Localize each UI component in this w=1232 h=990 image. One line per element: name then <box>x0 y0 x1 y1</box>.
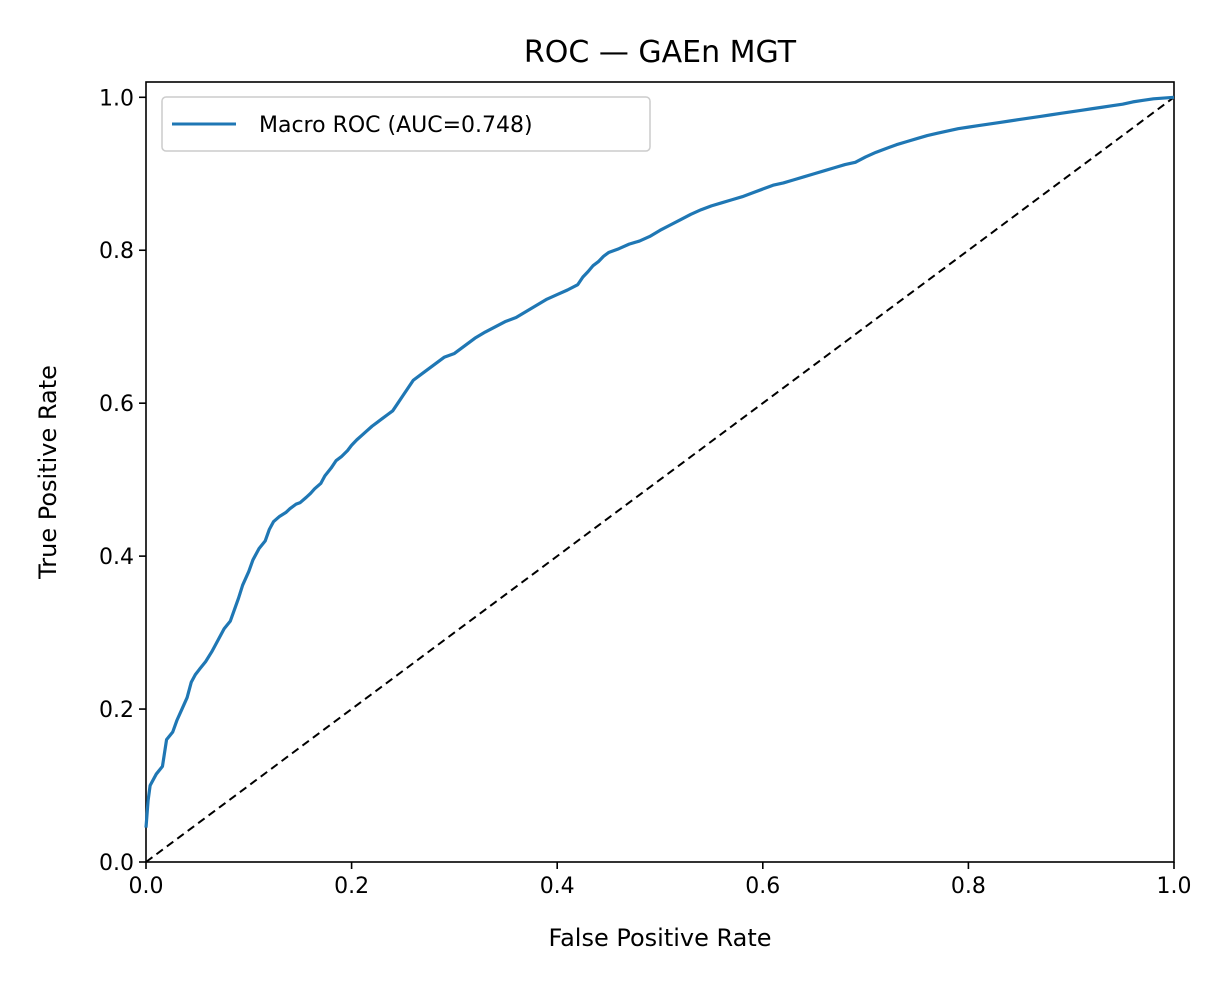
x-tick-label: 0.0 <box>129 874 164 899</box>
x-tick-label: 0.8 <box>951 874 986 899</box>
x-tick-label: 0.6 <box>745 874 780 899</box>
x-tick-label: 1.0 <box>1157 874 1192 899</box>
x-axis-ticks: 0.0 0.2 0.4 0.6 0.8 1.0 <box>129 862 1192 899</box>
x-axis-label: False Positive Rate <box>548 924 771 952</box>
y-tick-label: 0.6 <box>99 392 134 417</box>
chance-diagonal-line <box>145 96 1175 863</box>
y-tick-label: 0.4 <box>99 545 134 570</box>
y-axis-ticks: 0.0 0.2 0.4 0.6 0.8 1.0 <box>99 86 146 876</box>
legend: Macro ROC (AUC=0.748) <box>161 96 651 152</box>
x-tick-label: 0.4 <box>540 874 575 899</box>
x-tick-label: 0.2 <box>334 874 369 899</box>
legend-box <box>161 96 651 152</box>
y-tick-label: 0.0 <box>99 851 134 876</box>
series-layer <box>144 95 1175 863</box>
chart-title: ROC — GAEn MGT <box>524 35 797 70</box>
series-line-macro-roc <box>144 95 1175 828</box>
y-tick-label: 0.2 <box>99 698 134 723</box>
plot-area <box>144 81 1175 863</box>
plot-frame <box>145 81 1175 863</box>
legend-label: Macro ROC (AUC=0.748) <box>259 113 533 138</box>
y-tick-label: 1.0 <box>99 86 134 111</box>
y-tick-label: 0.8 <box>99 239 134 264</box>
y-axis-label: True Positive Rate <box>34 365 62 580</box>
